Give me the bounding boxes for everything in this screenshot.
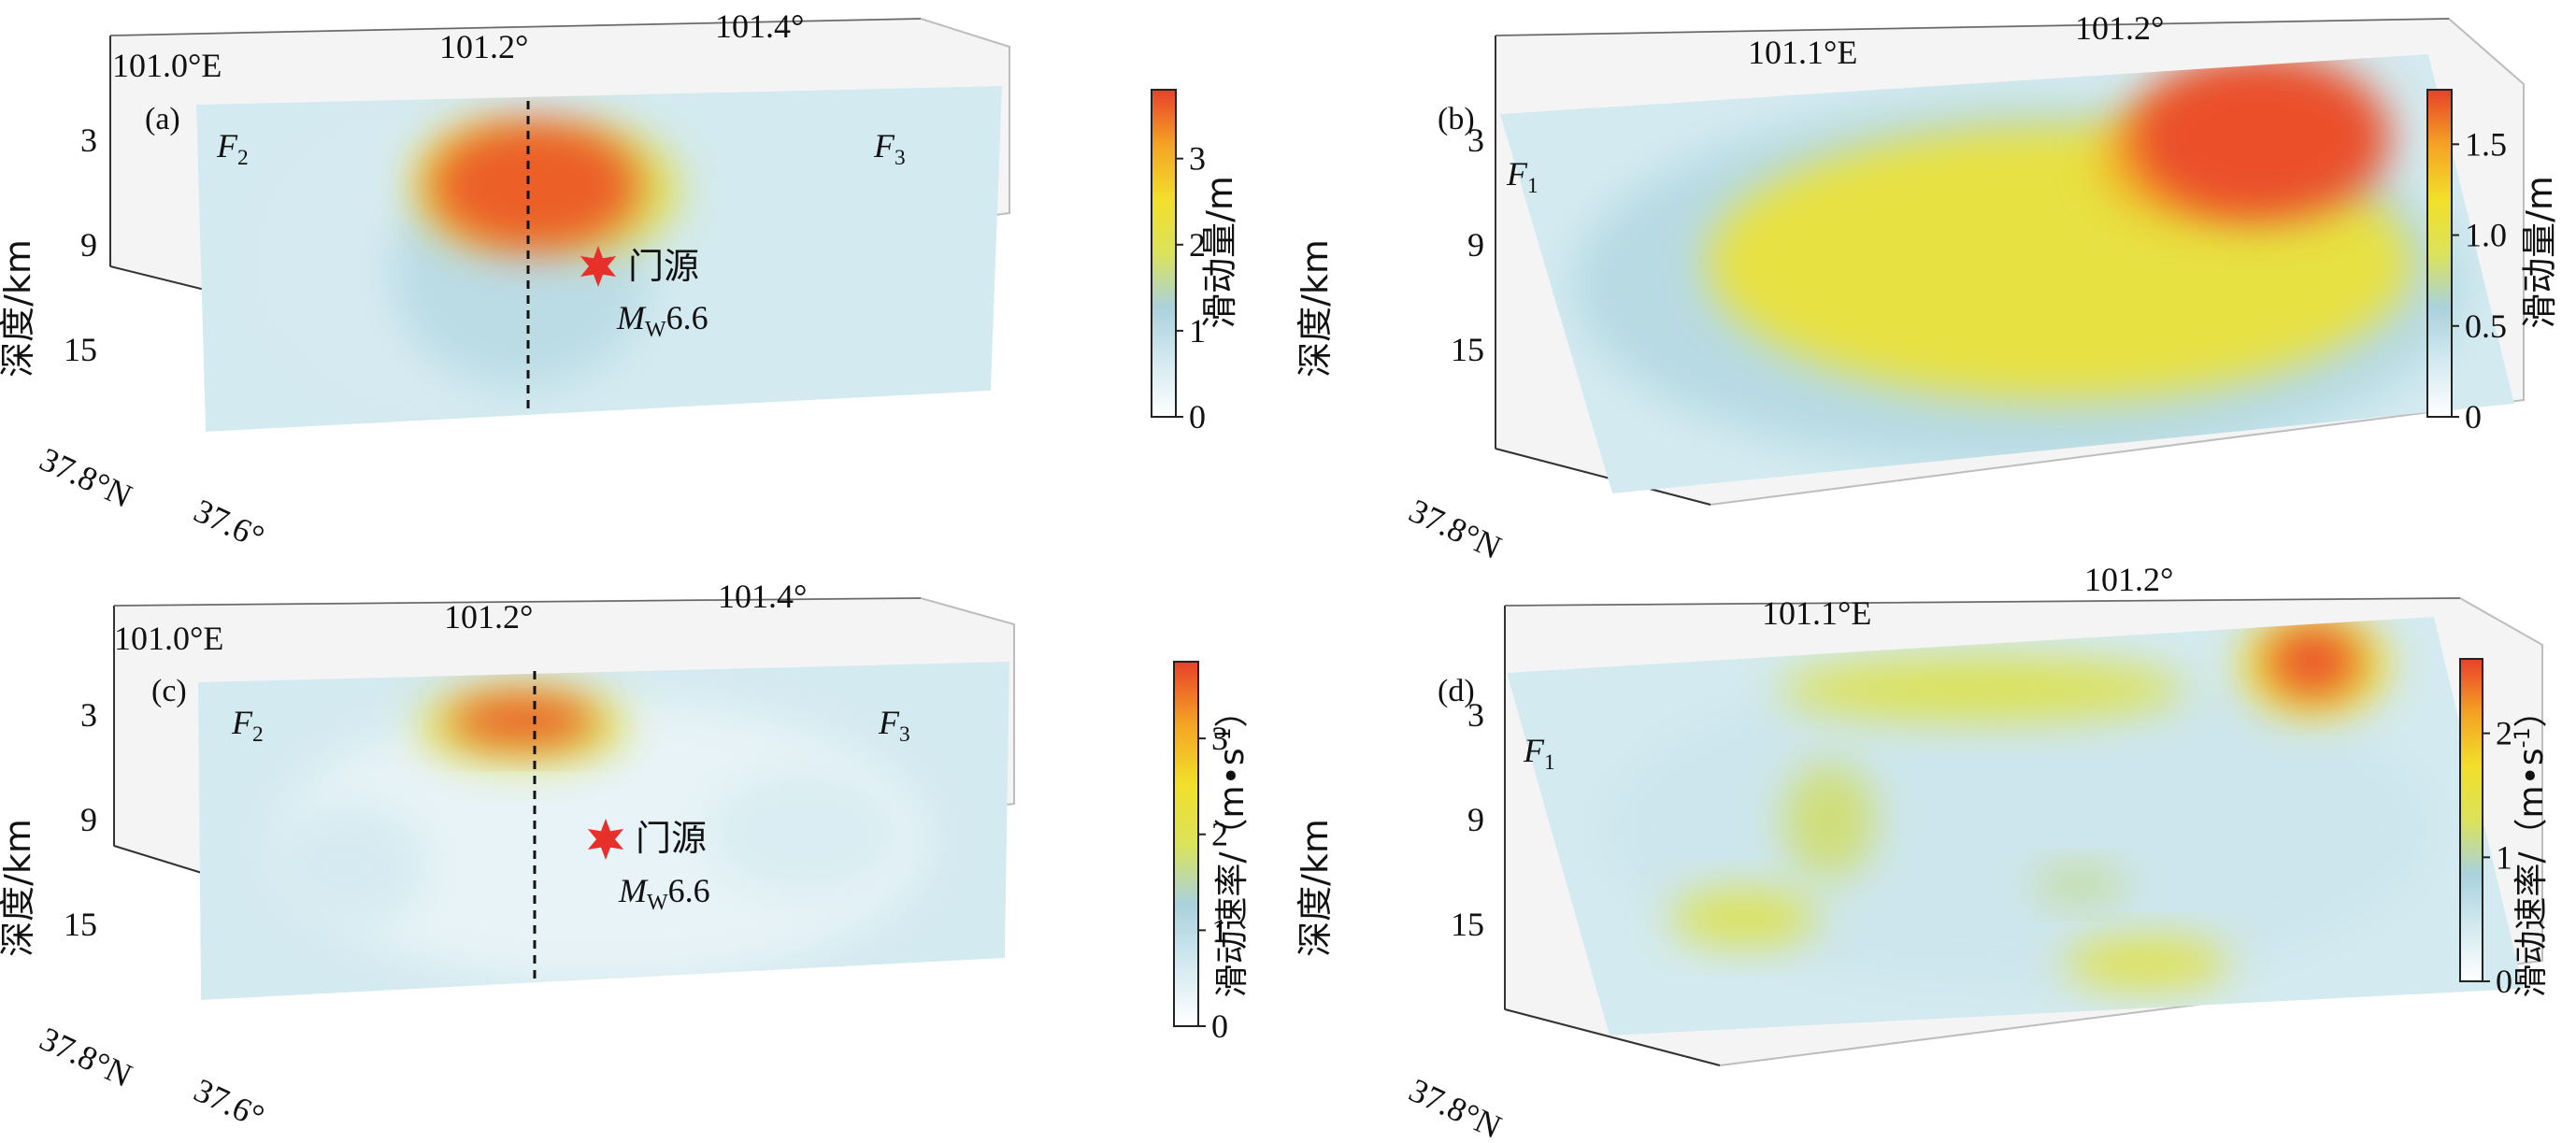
depth-tick-label: 15	[1451, 331, 1484, 368]
colorbar-tick-label: 1	[1189, 312, 1206, 350]
lon-tick-label: 101.2°	[2075, 9, 2164, 47]
fault-plane	[1507, 617, 2524, 1036]
colorbar-tick-label: 1.0	[2465, 217, 2507, 254]
lon-tick-label: 101.1°E	[1748, 34, 1857, 71]
slip-patch	[2033, 866, 2126, 904]
slip-patch	[2063, 937, 2230, 989]
fault-label: F2	[231, 704, 264, 747]
colorbar-tick-label: 1	[1211, 911, 1228, 949]
panel-d: 101.1°E 101.2° 3 9 15 深度/km 37.8°N (d) F1 0 1 2滑动速率…	[1295, 561, 2551, 1143]
fault-label: F1	[1523, 732, 1555, 775]
colorbar-label: 滑动速率/（m•s-1）	[1212, 693, 1252, 997]
depth-tick-label: 3	[1467, 696, 1484, 734]
depth-tick-label: 3	[80, 696, 97, 734]
epicenter-magnitude: MW6.6	[618, 872, 710, 915]
depth-tick-label: 15	[64, 331, 97, 368]
colorbar-label: 滑动速率/（m•s-1）	[2512, 693, 2551, 997]
depth-tick-label: 15	[64, 906, 97, 943]
slip-patch	[2267, 625, 2360, 698]
lat-tick-label: 37.8°N	[1404, 492, 1508, 566]
fault-label: F1	[1506, 155, 1538, 198]
colorbar-label: 滑动量/m	[1199, 176, 1240, 329]
colorbar-tick-label: 1	[2496, 838, 2512, 876]
slip-patch	[1669, 889, 1819, 948]
lon-axis-line	[113, 597, 922, 607]
slip-patch	[1778, 656, 2186, 722]
slip-patch	[2130, 54, 2391, 221]
lon-tick-label: 101.2°	[2084, 561, 2173, 598]
epicenter-magnitude: MW6.6	[616, 299, 708, 342]
panel-label: (d)	[1438, 674, 1475, 708]
colorbar-tick-label: 2	[1189, 226, 1206, 264]
colorbar-tick-label: 0.5	[2465, 307, 2507, 345]
colorbar	[2426, 89, 2453, 418]
depth-tick-label: 9	[1467, 801, 1484, 838]
colorbar-tick-label: 0	[1211, 1007, 1228, 1045]
slip-patch	[1782, 762, 1876, 879]
lat-axis-line	[1495, 448, 1711, 506]
lon-tick-label: 101.0°E	[112, 47, 222, 84]
lat-tick-label: 37.6°	[189, 492, 270, 556]
depth-tick-label: 3	[1467, 121, 1484, 159]
depth-axis-label: 深度/km	[1295, 239, 1336, 378]
slip-patch	[264, 803, 426, 931]
colorbar-tick-label: 0	[2496, 963, 2512, 1000]
lat-tick-label: 37.8°N	[35, 440, 138, 515]
depth-tick-label: 9	[80, 226, 97, 264]
depth-tick-label: 9	[80, 801, 97, 838]
slip-patch	[708, 769, 903, 897]
fault-plane	[1500, 54, 2514, 493]
panel-b: 101.1°E 101.2° 3 9 15 深度/km 37.8°N (b) F1 0 0.5 1.0…	[1295, 9, 2560, 566]
colorbar-tick-label: 3	[1189, 140, 1206, 178]
depth-tick-label: 9	[1467, 226, 1484, 264]
lat-tick-label: 37.8°N	[1404, 1071, 1508, 1143]
lat-tick-label: 37.8°N	[35, 1020, 138, 1094]
colorbar	[1151, 89, 1177, 418]
slip-patch	[450, 694, 596, 747]
panel-label: (b)	[1438, 102, 1475, 136]
lon-axis-line	[109, 18, 922, 36]
slip-patch	[430, 120, 640, 251]
lon-tick-label: 101.2°	[439, 28, 528, 65]
depth-tick-label: 15	[1451, 906, 1484, 943]
panel-c: 101.0°E 101.2° 101.4° 3 9 15 深度/km 37.8°N 37.6° (…	[0, 578, 1252, 1136]
epicenter-name: 门源	[628, 246, 699, 287]
colorbar-tick-label: 3	[1211, 720, 1228, 757]
panel-a: 101.0°E 101.2° 101.4° 3 9 15 深度/km 37.8°N 37.6° (…	[0, 7, 1240, 556]
fault-label: F3	[873, 127, 906, 170]
fault-label: F2	[216, 127, 249, 170]
lon-axis-line	[1504, 597, 2461, 607]
colorbar	[2459, 658, 2483, 982]
epicenter-star-icon	[587, 819, 624, 860]
depth-tick-label: 3	[80, 121, 97, 159]
colorbar-label: 滑动量/m	[2519, 176, 2560, 329]
epicenter-star-icon	[580, 246, 617, 287]
lon-tick-label: 101.4°	[718, 578, 807, 615]
epicenter-name: 门源	[636, 818, 707, 859]
panel-label: (c)	[151, 674, 187, 708]
lon-axis-line	[1495, 18, 2450, 36]
lon-tick-label: 101.0°E	[114, 620, 223, 657]
depth-axis-label: 深度/km	[0, 819, 38, 957]
fault-label: F3	[878, 704, 910, 747]
colorbar-tick-label: 0	[1189, 398, 1206, 436]
depth-axis-label: 深度/km	[0, 239, 38, 378]
lat-axis-line	[1504, 1008, 1721, 1066]
colorbar	[1173, 661, 1199, 1027]
panel-label: (a)	[145, 102, 180, 136]
depth-axis-label: 深度/km	[1295, 819, 1336, 957]
colorbar-tick-label: 1.5	[2465, 125, 2507, 163]
colorbar-tick-label: 2	[2496, 715, 2512, 752]
lon-tick-label: 101.1°E	[1762, 594, 1871, 632]
colorbar-tick-label: 0	[2465, 398, 2482, 436]
fault-plane	[198, 662, 1009, 1000]
lat-tick-label: 37.6°	[189, 1071, 270, 1136]
lon-tick-label: 101.4°	[715, 7, 804, 45]
lon-tick-label: 101.2°	[444, 598, 533, 636]
colorbar-tick-label: 2	[1211, 816, 1228, 853]
